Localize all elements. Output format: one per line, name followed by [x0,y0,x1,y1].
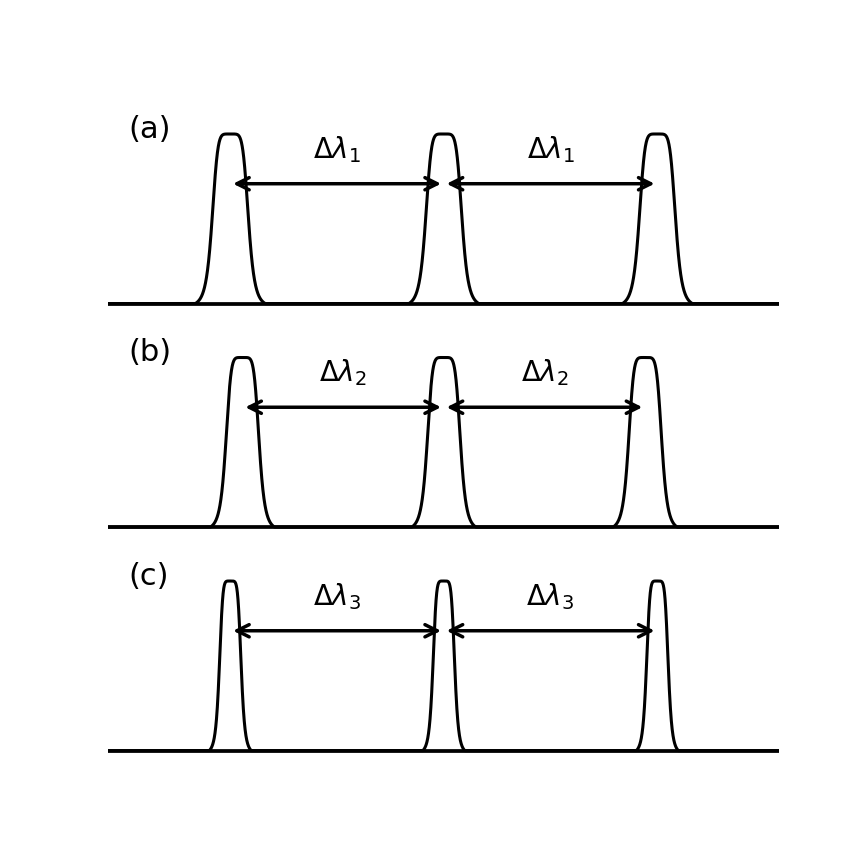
Text: (b): (b) [128,338,171,367]
Text: $\Delta\lambda_{3}$: $\Delta\lambda_{3}$ [527,581,575,612]
Text: $\Delta\lambda_{2}$: $\Delta\lambda_{2}$ [520,357,568,388]
Text: $\Delta\lambda_{1}$: $\Delta\lambda_{1}$ [527,134,575,165]
Text: (a): (a) [128,115,171,143]
Text: (c): (c) [128,561,169,590]
Text: $\Delta\lambda_{2}$: $\Delta\lambda_{2}$ [320,357,367,388]
Text: $\Delta\lambda_{1}$: $\Delta\lambda_{1}$ [313,134,361,165]
Text: $\Delta\lambda_{3}$: $\Delta\lambda_{3}$ [313,581,361,612]
